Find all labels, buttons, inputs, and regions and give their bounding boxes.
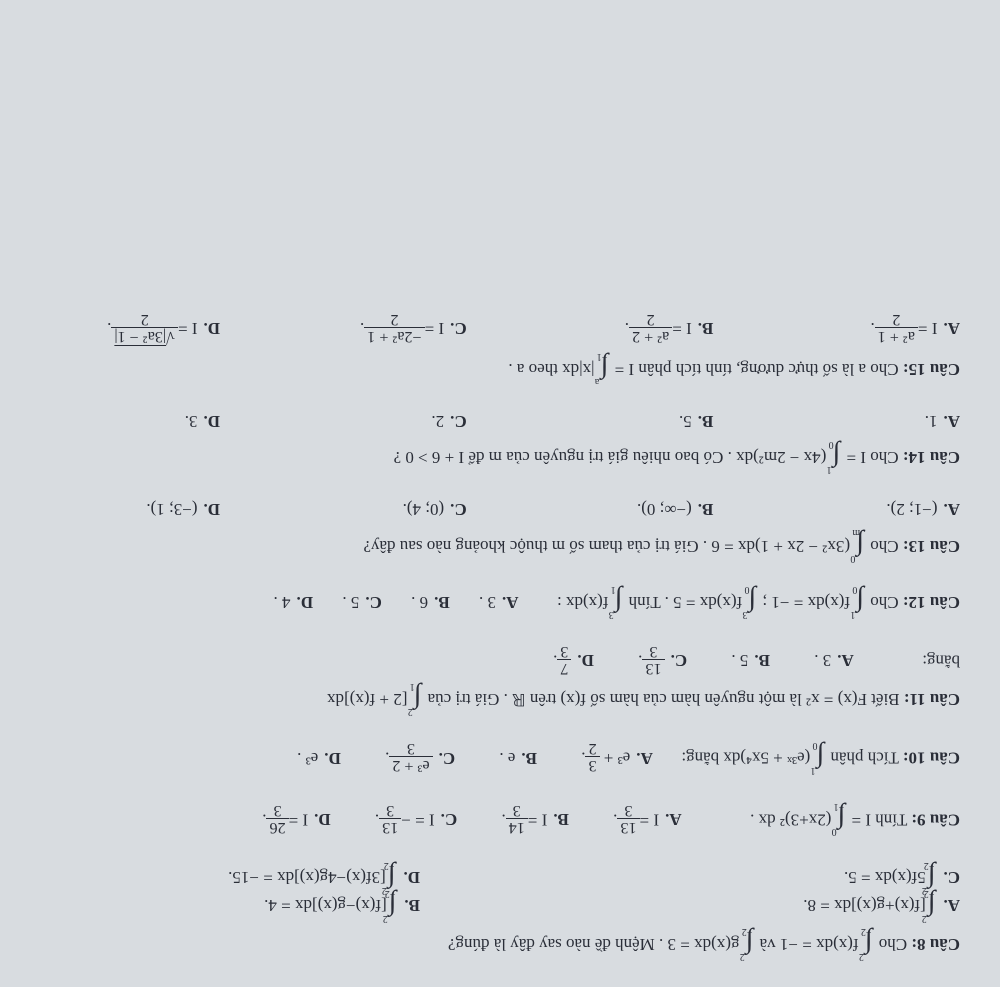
question-13: Câu 13: Cho 0∫m (3x² − 2x + 1)dx = 6 . G… bbox=[40, 498, 960, 558]
q8-mid: và bbox=[755, 935, 775, 954]
question-14: Câu 14: Cho I = 1∫0 (4x − 2m²)dx . Có ba… bbox=[40, 410, 960, 470]
q12-opt-d: D.4 . bbox=[274, 591, 314, 613]
q11-opt-b: B.5 . bbox=[731, 649, 770, 671]
q14-opt-a: A.1. bbox=[780, 410, 960, 432]
q12-opt-a: A.3 . bbox=[479, 591, 519, 613]
q15-opt-d: D.I =√|3a² − 1|2. bbox=[40, 311, 220, 344]
q10-opt-d: D.e³ . bbox=[297, 747, 341, 769]
q8-after: . Mệnh đề nào say đây là đúng? bbox=[448, 935, 663, 954]
integral-icon: 2∫1 bbox=[414, 684, 422, 712]
q12-options: A.3 . B.6 . C.5 . D.4 . bbox=[234, 593, 519, 612]
q9-opt-c: C.I = −133. bbox=[375, 801, 457, 834]
integral-icon: 2∫−2 bbox=[746, 929, 754, 957]
question-10: Câu 10: Tích phân 1∫0 (e³ˣ + 5x⁴)dx bằng… bbox=[40, 740, 960, 773]
q8-opt-b: B.2∫−2[f(x)−g(x)]dx = 4. bbox=[40, 891, 420, 919]
q11-opt-c: C.133. bbox=[638, 643, 687, 676]
integral-icon: 2∫−2 bbox=[388, 863, 396, 891]
question-15: Câu 15: Cho a là số thực dương, tính tíc… bbox=[40, 311, 960, 382]
q13-opt-d: D.(−3; 1). bbox=[40, 498, 220, 520]
q9-opt-b: B.I =143. bbox=[501, 801, 568, 834]
integral-icon: 3∫0 bbox=[749, 587, 757, 615]
q9-title: Câu 9: bbox=[911, 810, 960, 829]
question-9: Câu 9: Tính I = 0∫−1 (2x+3)² dx . A.I =1… bbox=[40, 801, 960, 834]
q11-options: A.3 . B.5 . C.133. D.73. bbox=[513, 651, 854, 670]
q11-opt-d: D.73. bbox=[553, 643, 594, 676]
q14-options: A.1. B.5. C.2. D.3. bbox=[40, 410, 960, 432]
q9-opt-a: A.I =133. bbox=[613, 801, 681, 834]
q14-opt-d: D.3. bbox=[40, 410, 220, 432]
q10-opt-a: A.e³ + 32. bbox=[581, 740, 653, 773]
integral-icon: 1∫0 bbox=[817, 743, 825, 771]
q11-title: Câu 11: bbox=[904, 690, 960, 709]
q15-opt-b: B.I =a² + 22. bbox=[533, 311, 713, 344]
integral-icon: 2∫−2 bbox=[865, 929, 873, 957]
integral-icon: 3∫1 bbox=[615, 587, 623, 615]
q14-opt-b: B.5. bbox=[533, 410, 713, 432]
integral-icon: 2∫−2 bbox=[389, 891, 397, 919]
q8-opt-d: D.2∫−2[3f(x)−4g(x)]dx = −15. bbox=[40, 863, 420, 891]
integral-icon: 1∫0 bbox=[856, 587, 864, 615]
q8-title: Câu 8: bbox=[911, 935, 960, 954]
q12-title: Câu 12: bbox=[903, 593, 960, 612]
question-8: Câu 8: Cho 2∫−2 f(x)dx = −1 và 2∫−2 g(x)… bbox=[40, 863, 960, 957]
q14-title: Câu 14: bbox=[903, 448, 960, 467]
q8-expr2: g(x)dx = 3 bbox=[668, 935, 740, 954]
q15-title: Câu 15: bbox=[903, 360, 960, 379]
integral-icon: 0∫−1 bbox=[838, 804, 846, 832]
q9-options: A.I =133. B.I =143. C.I = −133. D.I =263… bbox=[222, 810, 681, 829]
q8-opt-c: C.2∫−25f(x)dx = 5. bbox=[580, 863, 960, 891]
q14-opt-c: C.2. bbox=[287, 410, 467, 432]
integral-icon: 1∫0 bbox=[833, 442, 841, 470]
q12-opt-b: B.6 . bbox=[411, 591, 450, 613]
q13-title: Câu 13: bbox=[903, 537, 960, 556]
question-11: Câu 11: Biết F(x) = x² là một nguyên hàm… bbox=[40, 643, 960, 712]
q15-options: A.I =a² + 12. B.I =a² + 22. C.I =−2a² + … bbox=[40, 311, 960, 344]
q10-opt-b: B.e . bbox=[499, 747, 537, 769]
q13-opt-b: B.(−∞; 0). bbox=[533, 498, 713, 520]
q13-options: A.(−1; 2). B.(−∞; 0). C.(0; 4). D.(−3; 1… bbox=[40, 498, 960, 520]
q10-opt-c: C.e³ + 23. bbox=[385, 740, 455, 773]
q10-title: Câu 10: bbox=[903, 749, 960, 768]
q12-opt-c: C.5 . bbox=[342, 591, 382, 613]
integral-icon: 0∫m bbox=[856, 531, 864, 559]
q13-opt-a: A.(−1; 2). bbox=[780, 498, 960, 520]
integral-icon: a∫−1 bbox=[601, 354, 609, 382]
integral-icon: 2∫−2 bbox=[928, 863, 936, 891]
q8-expr1: f(x)dx = −1 bbox=[780, 935, 859, 954]
integral-icon: 2∫−2 bbox=[928, 891, 936, 919]
q15-opt-c: C.I =−2a² + 12. bbox=[287, 311, 467, 344]
q8-options: A.2∫−2[f(x)+g(x)]dx = 8. B.2∫−2[f(x)−g(x… bbox=[40, 863, 960, 919]
q8-opt-a: A.2∫−2[f(x)+g(x)]dx = 8. bbox=[580, 891, 960, 919]
q13-opt-c: C.(0; 4). bbox=[287, 498, 467, 520]
q9-opt-d: D.I =263. bbox=[262, 801, 330, 834]
q11-opt-a: A.3 . bbox=[814, 649, 854, 671]
q10-options: A.e³ + 32. B.e . C.e³ + 23. D.e³ . bbox=[257, 749, 653, 768]
q8-text: Cho bbox=[875, 935, 908, 954]
q15-opt-a: A.I =a² + 12. bbox=[780, 311, 960, 344]
question-12: Câu 12: Cho 1∫0 f(x)dx = −1 ; 3∫0 f(x)dx… bbox=[40, 587, 960, 615]
